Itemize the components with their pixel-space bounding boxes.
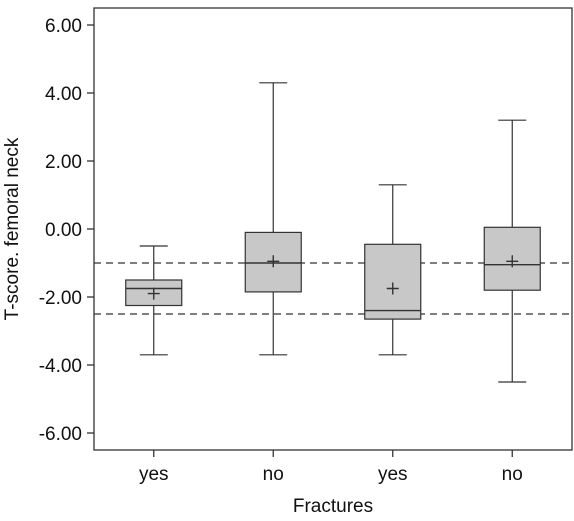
box-group-4 bbox=[483, 119, 541, 383]
y-tick-label: -6.00 bbox=[39, 424, 82, 445]
box-group-3 bbox=[364, 184, 422, 356]
y-tick-label: -2.00 bbox=[39, 288, 82, 309]
y-tick-label: -4.00 bbox=[39, 356, 82, 377]
box-group-2 bbox=[244, 82, 302, 356]
x-tick-label-1: yes bbox=[139, 464, 169, 485]
y-tick-label: 2.00 bbox=[45, 152, 82, 173]
x-tick-label-4: no bbox=[502, 464, 523, 485]
y-tick-label: 4.00 bbox=[45, 84, 82, 105]
mean-marker bbox=[147, 287, 160, 300]
y-tick-label: 0.00 bbox=[45, 220, 82, 241]
mean-marker bbox=[506, 255, 519, 268]
x-tick-label-3: yes bbox=[378, 464, 408, 485]
iqr-box bbox=[364, 243, 422, 320]
iqr-box bbox=[125, 279, 183, 307]
box-group-1 bbox=[125, 245, 183, 356]
x-tick-label-2: no bbox=[263, 464, 284, 485]
mean-marker bbox=[386, 282, 399, 295]
y-tick-label: 6.00 bbox=[45, 16, 82, 37]
mean-marker bbox=[267, 255, 280, 268]
x-axis-title: Fractures bbox=[293, 496, 373, 517]
y-axis-title: T-score. femoral neck bbox=[2, 137, 23, 320]
